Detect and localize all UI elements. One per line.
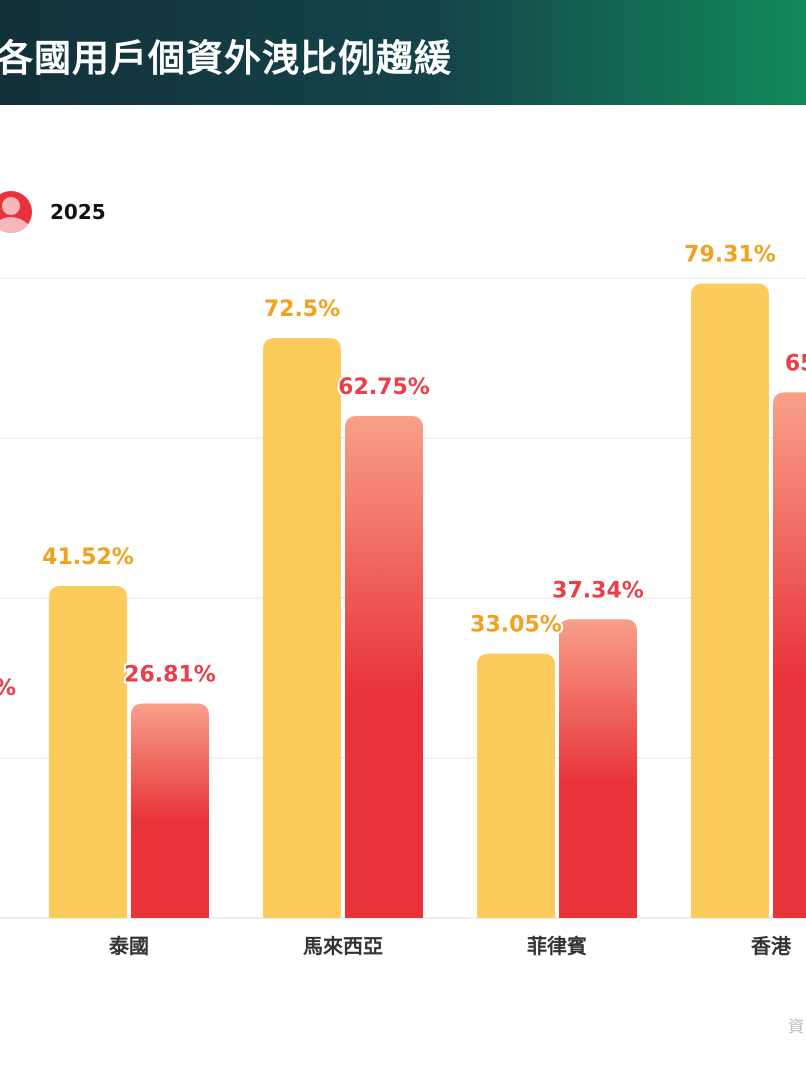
data-label: 79.31% — [684, 243, 776, 268]
data-label: 41.52% — [42, 545, 134, 570]
data-label: 26.81% — [124, 663, 216, 688]
bar-series1 — [691, 283, 769, 918]
bar-2025 — [773, 392, 806, 918]
user-icon — [0, 191, 32, 233]
data-label: 65.7 — [785, 351, 806, 376]
category-label: 泰國 — [108, 934, 149, 958]
data-label-partial: % — [0, 676, 16, 701]
bar-series1 — [477, 653, 555, 918]
data-label: 33.05% — [470, 613, 562, 638]
category-label: 菲律賓 — [527, 934, 587, 958]
bar-2025 — [559, 619, 637, 918]
data-label: 62.75% — [338, 375, 430, 400]
bar-series1 — [49, 585, 127, 918]
bar-2025 — [131, 703, 209, 918]
bar-2025 — [345, 416, 423, 918]
category-label: 香港 — [751, 934, 792, 958]
title-banner: 各國用戶個資外洩比例趨緩 — [0, 0, 806, 105]
category-label: 馬來西亞 — [303, 934, 383, 958]
bar-series1 — [263, 338, 341, 918]
chart-title: 各國用戶個資外洩比例趨緩 — [0, 37, 452, 80]
data-label: 72.5% — [264, 297, 340, 322]
source-note: 資 — [788, 1017, 805, 1036]
data-label: 37.34% — [552, 578, 644, 603]
legend-label-2025: 2025 — [50, 200, 106, 224]
